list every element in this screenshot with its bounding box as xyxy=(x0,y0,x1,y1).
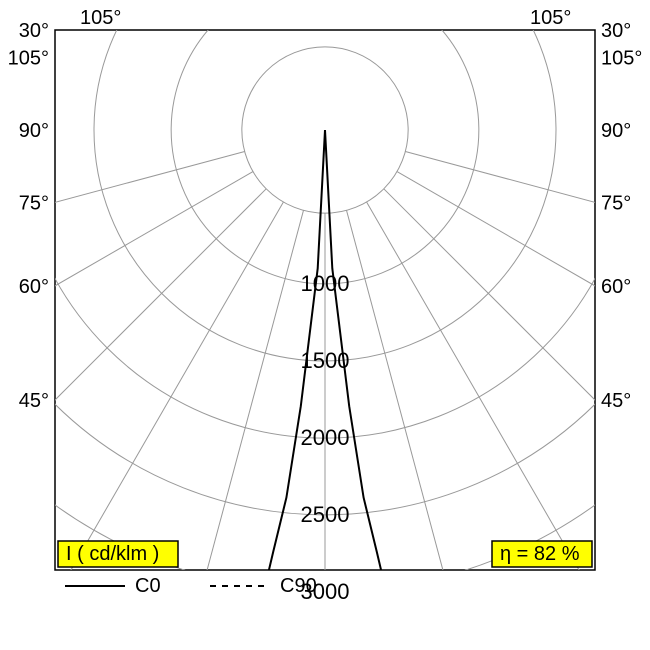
angle-label-right: 90° xyxy=(601,120,631,142)
angle-label-left: 90° xyxy=(19,120,49,142)
radial-label: 1000 xyxy=(301,271,350,296)
angle-label-right: 105° xyxy=(530,7,571,29)
efficiency-label: η = 82 % xyxy=(500,543,580,565)
legend-label-c0: C0 xyxy=(135,575,161,597)
angle-label-left: 45° xyxy=(19,390,49,412)
angle-label-left: 30° xyxy=(19,20,49,42)
angle-label-right: 60° xyxy=(601,276,631,298)
angle-label-right: 105° xyxy=(601,48,642,70)
radial-label: 2500 xyxy=(301,502,350,527)
angle-label-left: 105° xyxy=(80,7,121,29)
angle-label-right: 30° xyxy=(601,20,631,42)
angle-label-left: 75° xyxy=(19,192,49,214)
radial-label: 2000 xyxy=(301,425,350,450)
angle-label-left: 60° xyxy=(19,276,49,298)
radial-label: 1500 xyxy=(301,348,350,373)
polar-intensity-chart: 1000150020002500300030°30°45°45°60°60°75… xyxy=(0,0,650,650)
units-label: I ( cd/klm ) xyxy=(66,543,159,565)
angle-label-right: 45° xyxy=(601,390,631,412)
angle-label-left: 105° xyxy=(8,48,49,70)
legend-label-c90: C90 xyxy=(280,575,317,597)
angle-label-right: 75° xyxy=(601,192,631,214)
